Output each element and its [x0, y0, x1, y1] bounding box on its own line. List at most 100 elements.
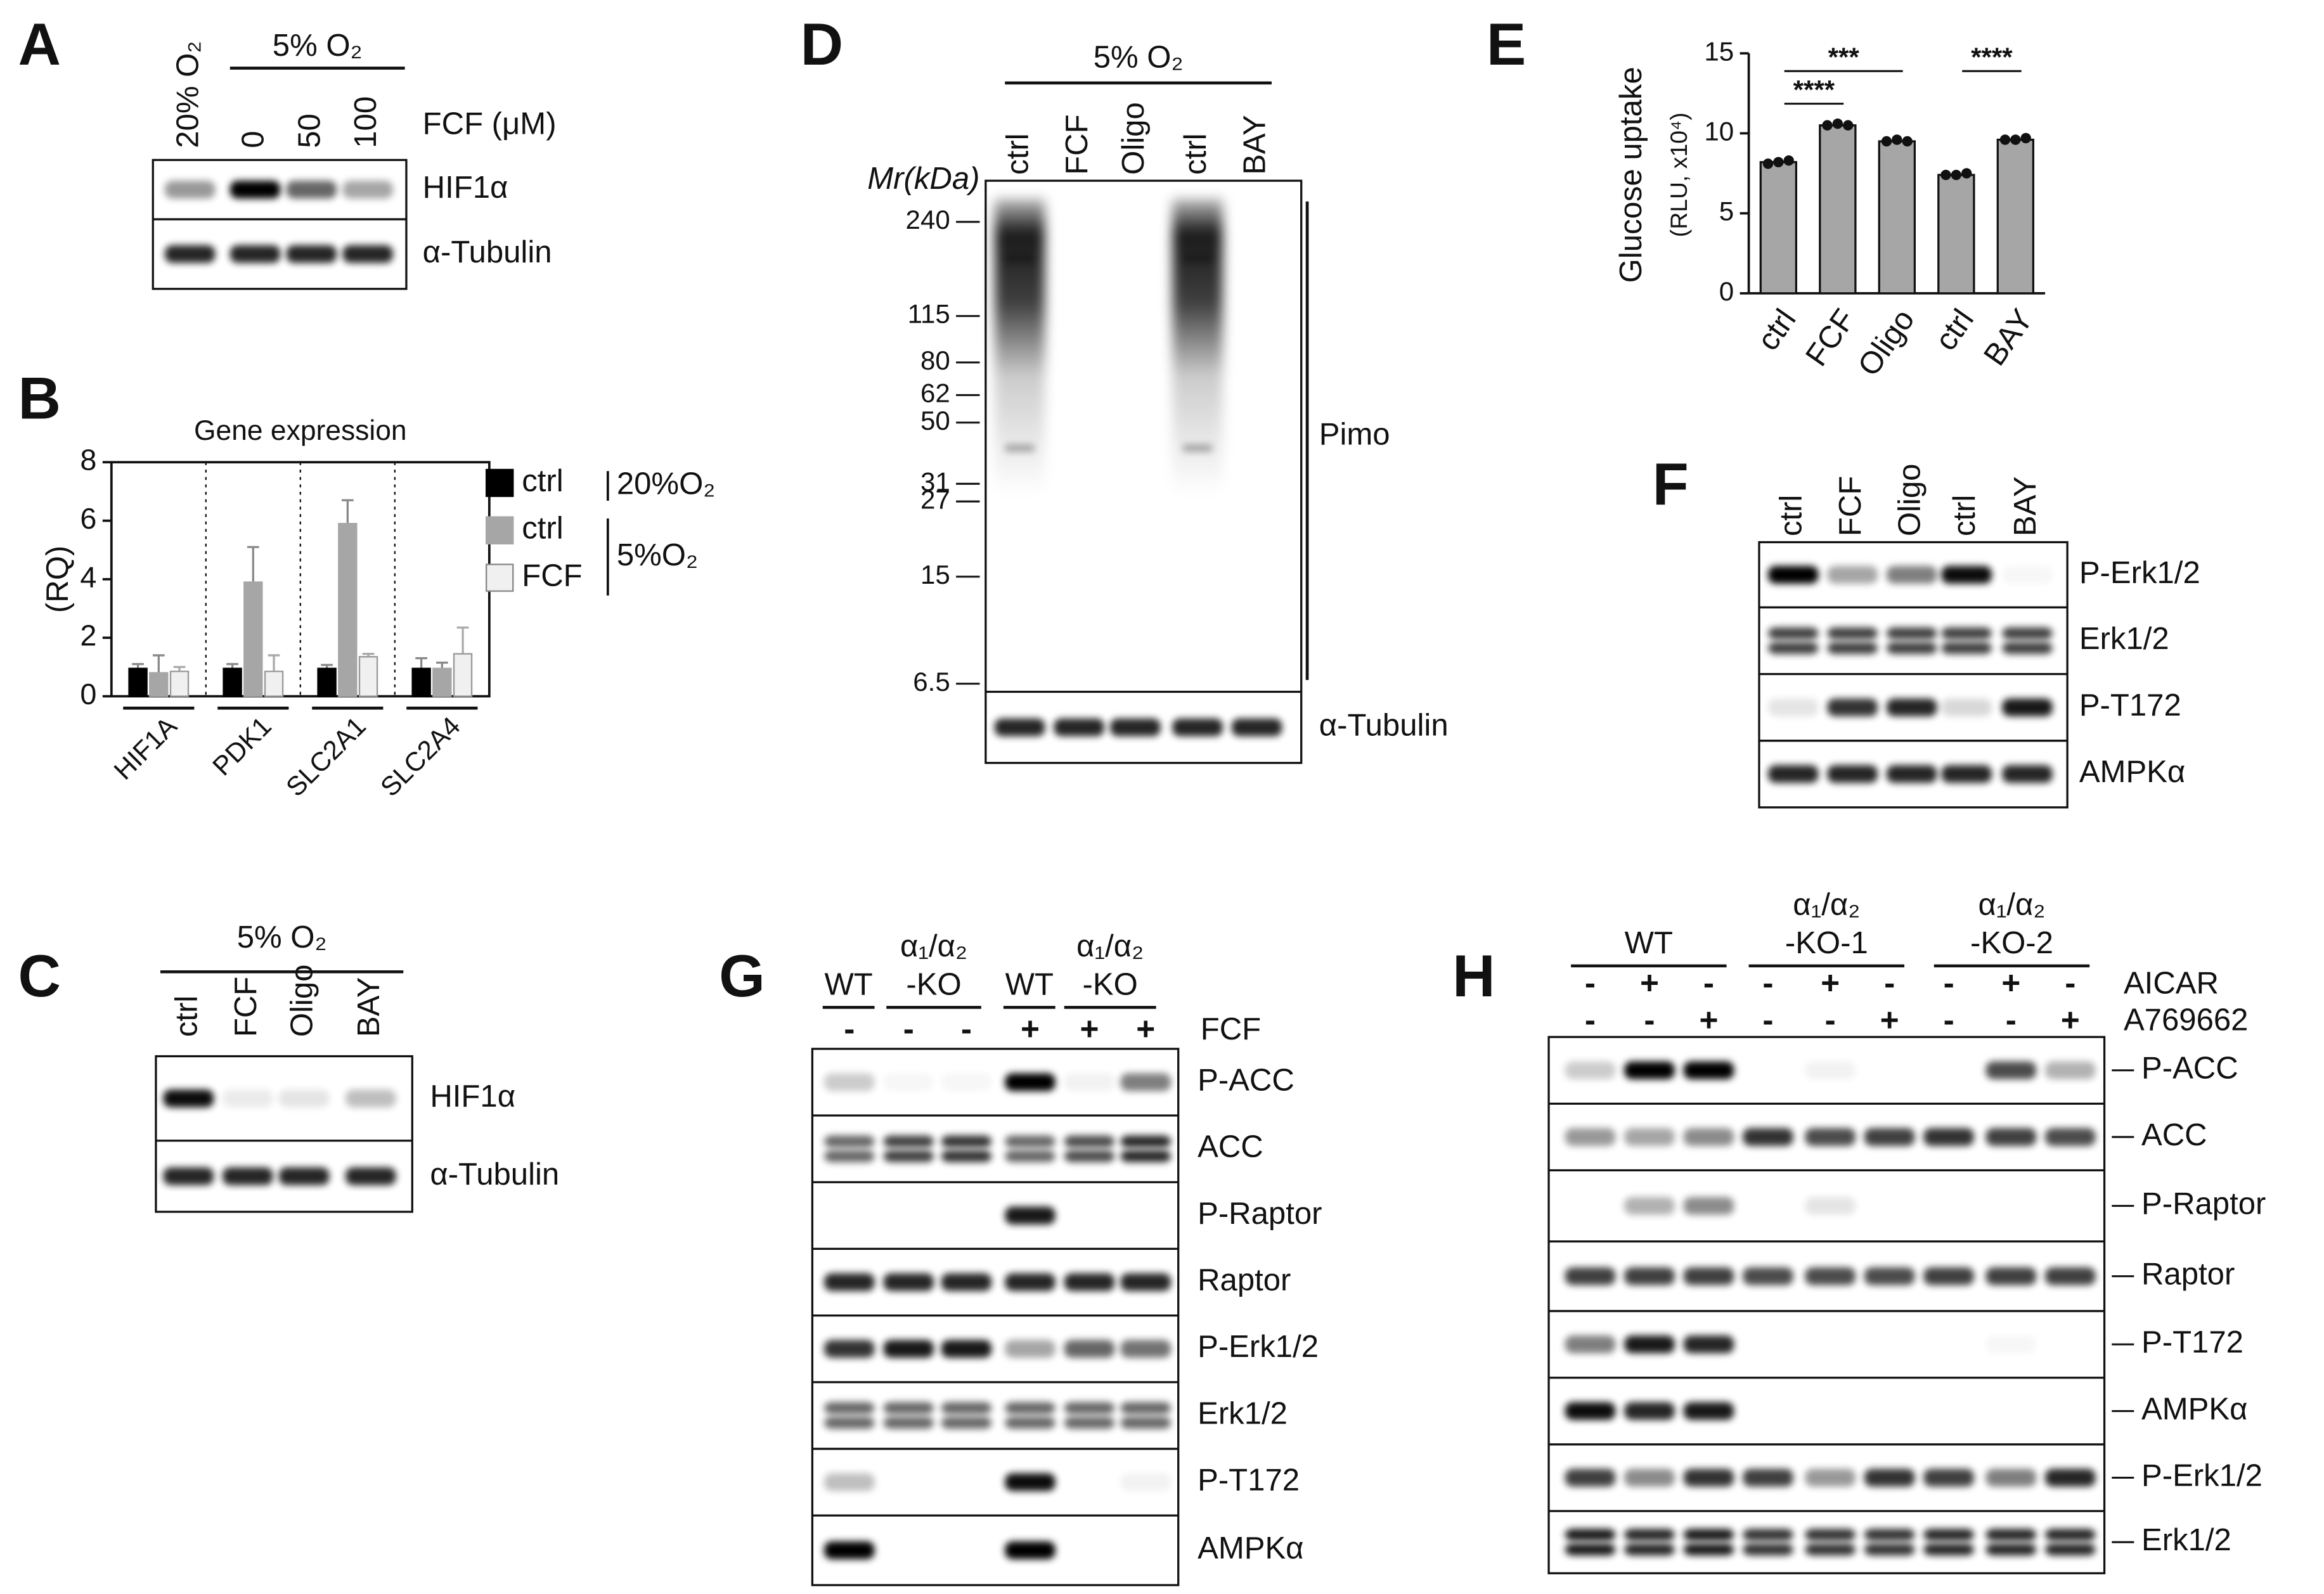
bar [1937, 174, 1975, 295]
data-point [1951, 169, 1962, 181]
y-tick-label: 15 [1704, 36, 1734, 66]
group-label: 5% O₂ [237, 920, 327, 954]
blot-band [164, 181, 216, 199]
blot-band [1624, 1128, 1675, 1146]
data-point [1762, 158, 1774, 169]
blot-band [1827, 565, 1878, 584]
blot-band [278, 1089, 330, 1108]
lane-label: ctrl [1001, 133, 1035, 174]
row-label: α-Tubulin [1319, 709, 1449, 743]
data-point [1843, 120, 1854, 131]
blot-band [1827, 698, 1878, 717]
y-tick-label: 0 [1719, 276, 1734, 306]
lane-label: BAY [352, 977, 386, 1038]
bar [1759, 161, 1798, 295]
x-tick-label: SLC2A4 [375, 711, 466, 802]
data-point [1892, 134, 1902, 145]
lane-label: FCF [1060, 114, 1094, 174]
blot-band [2002, 642, 2053, 654]
data-point [1999, 134, 2011, 145]
blot-band [1767, 627, 1819, 640]
panel-label: B [18, 364, 61, 431]
blot-band [1743, 1128, 1793, 1146]
marker-tick-label: 240 [906, 205, 950, 235]
row-label: P-T172 [2141, 1325, 2243, 1359]
row-label: P-Erk1/2 [1198, 1330, 1319, 1364]
blot-band [1565, 1543, 1616, 1556]
treatment-sign: - [1585, 964, 1596, 1001]
group-label: -KO-2 [1970, 926, 2053, 960]
blot-frame [155, 1055, 413, 1213]
panel-label: G [719, 942, 765, 1009]
blot-band [883, 1402, 934, 1415]
blot-band [1120, 1402, 1172, 1415]
panel-label: E [1487, 11, 1526, 77]
blot-band [941, 1402, 992, 1415]
blot-band [1624, 1543, 1675, 1556]
row-label: HIF1α [430, 1079, 515, 1114]
bar [128, 667, 148, 697]
y-tick-label: 0 [80, 678, 96, 710]
blot-band [1231, 718, 1282, 736]
row-label: AMPKα [2079, 755, 2185, 789]
blot-band [824, 1417, 875, 1429]
row-label: P-ACC [2141, 1051, 2238, 1086]
group-label: WT [1625, 926, 1673, 960]
blot-band [1805, 1061, 1856, 1079]
legend-label: ctrl [522, 464, 563, 498]
blot-band [2045, 1469, 2096, 1487]
lane-label: FCF [1833, 476, 1868, 536]
blot-band [1565, 1529, 1616, 1541]
panel-label: C [18, 942, 61, 1009]
group-label: α₁/α₂ [1076, 929, 1144, 963]
blot-band [1624, 1469, 1675, 1487]
blot-band [1064, 1150, 1115, 1162]
panel-label: A [18, 11, 61, 77]
blot-band [1120, 1135, 1172, 1148]
blot-band [1120, 1150, 1172, 1162]
data-point [2010, 134, 2021, 145]
legend-swatch [485, 468, 514, 498]
blot-band [1565, 1469, 1616, 1487]
marker-tick-label: 50 [920, 406, 950, 435]
blot-band [342, 245, 393, 263]
blot-frame [152, 158, 408, 290]
blot-band [1005, 444, 1035, 452]
data-point [1773, 157, 1784, 167]
blot-band [883, 1273, 934, 1292]
blot-band [1064, 1135, 1115, 1148]
blot-band [345, 1089, 396, 1108]
treatment-sign: + [1080, 1010, 1099, 1046]
blot-band [1805, 1469, 1856, 1487]
treatment-sign: - [1825, 1001, 1836, 1038]
y-tick-label: 10 [1704, 116, 1734, 146]
lane-label: Oligo [1116, 102, 1151, 175]
blot-band [1827, 642, 1878, 654]
blot-band [1923, 1267, 1974, 1285]
blot-band [1005, 1273, 1055, 1292]
lane-label: Oligo [1893, 464, 1927, 537]
row-label: AMPKα [2141, 1392, 2247, 1426]
bar [149, 672, 169, 697]
blot-band [1565, 1128, 1616, 1146]
blot-band [994, 718, 1045, 736]
blot-band [1683, 1128, 1734, 1146]
y-tick-label: 6 [80, 502, 96, 535]
bar [358, 656, 378, 697]
group-label: α₁/α₂ [1978, 887, 2045, 922]
blot-band [883, 1135, 934, 1148]
blot-band [345, 1167, 396, 1185]
lane-label: 20% O₂ [171, 41, 205, 148]
significance-label: **** [1971, 42, 2013, 72]
blot-band [1624, 1061, 1675, 1079]
lane-label: Oligo [285, 965, 320, 1038]
row-label: Erk1/2 [1198, 1396, 1288, 1430]
row-label: HIF1α [423, 170, 508, 205]
blot-band [1624, 1402, 1675, 1420]
blot-band [1120, 1340, 1172, 1358]
blot-band [2045, 1267, 2096, 1285]
blot-band [941, 1417, 992, 1429]
blot-band [824, 1150, 875, 1162]
x-tick-label: PDK1 [207, 711, 277, 781]
